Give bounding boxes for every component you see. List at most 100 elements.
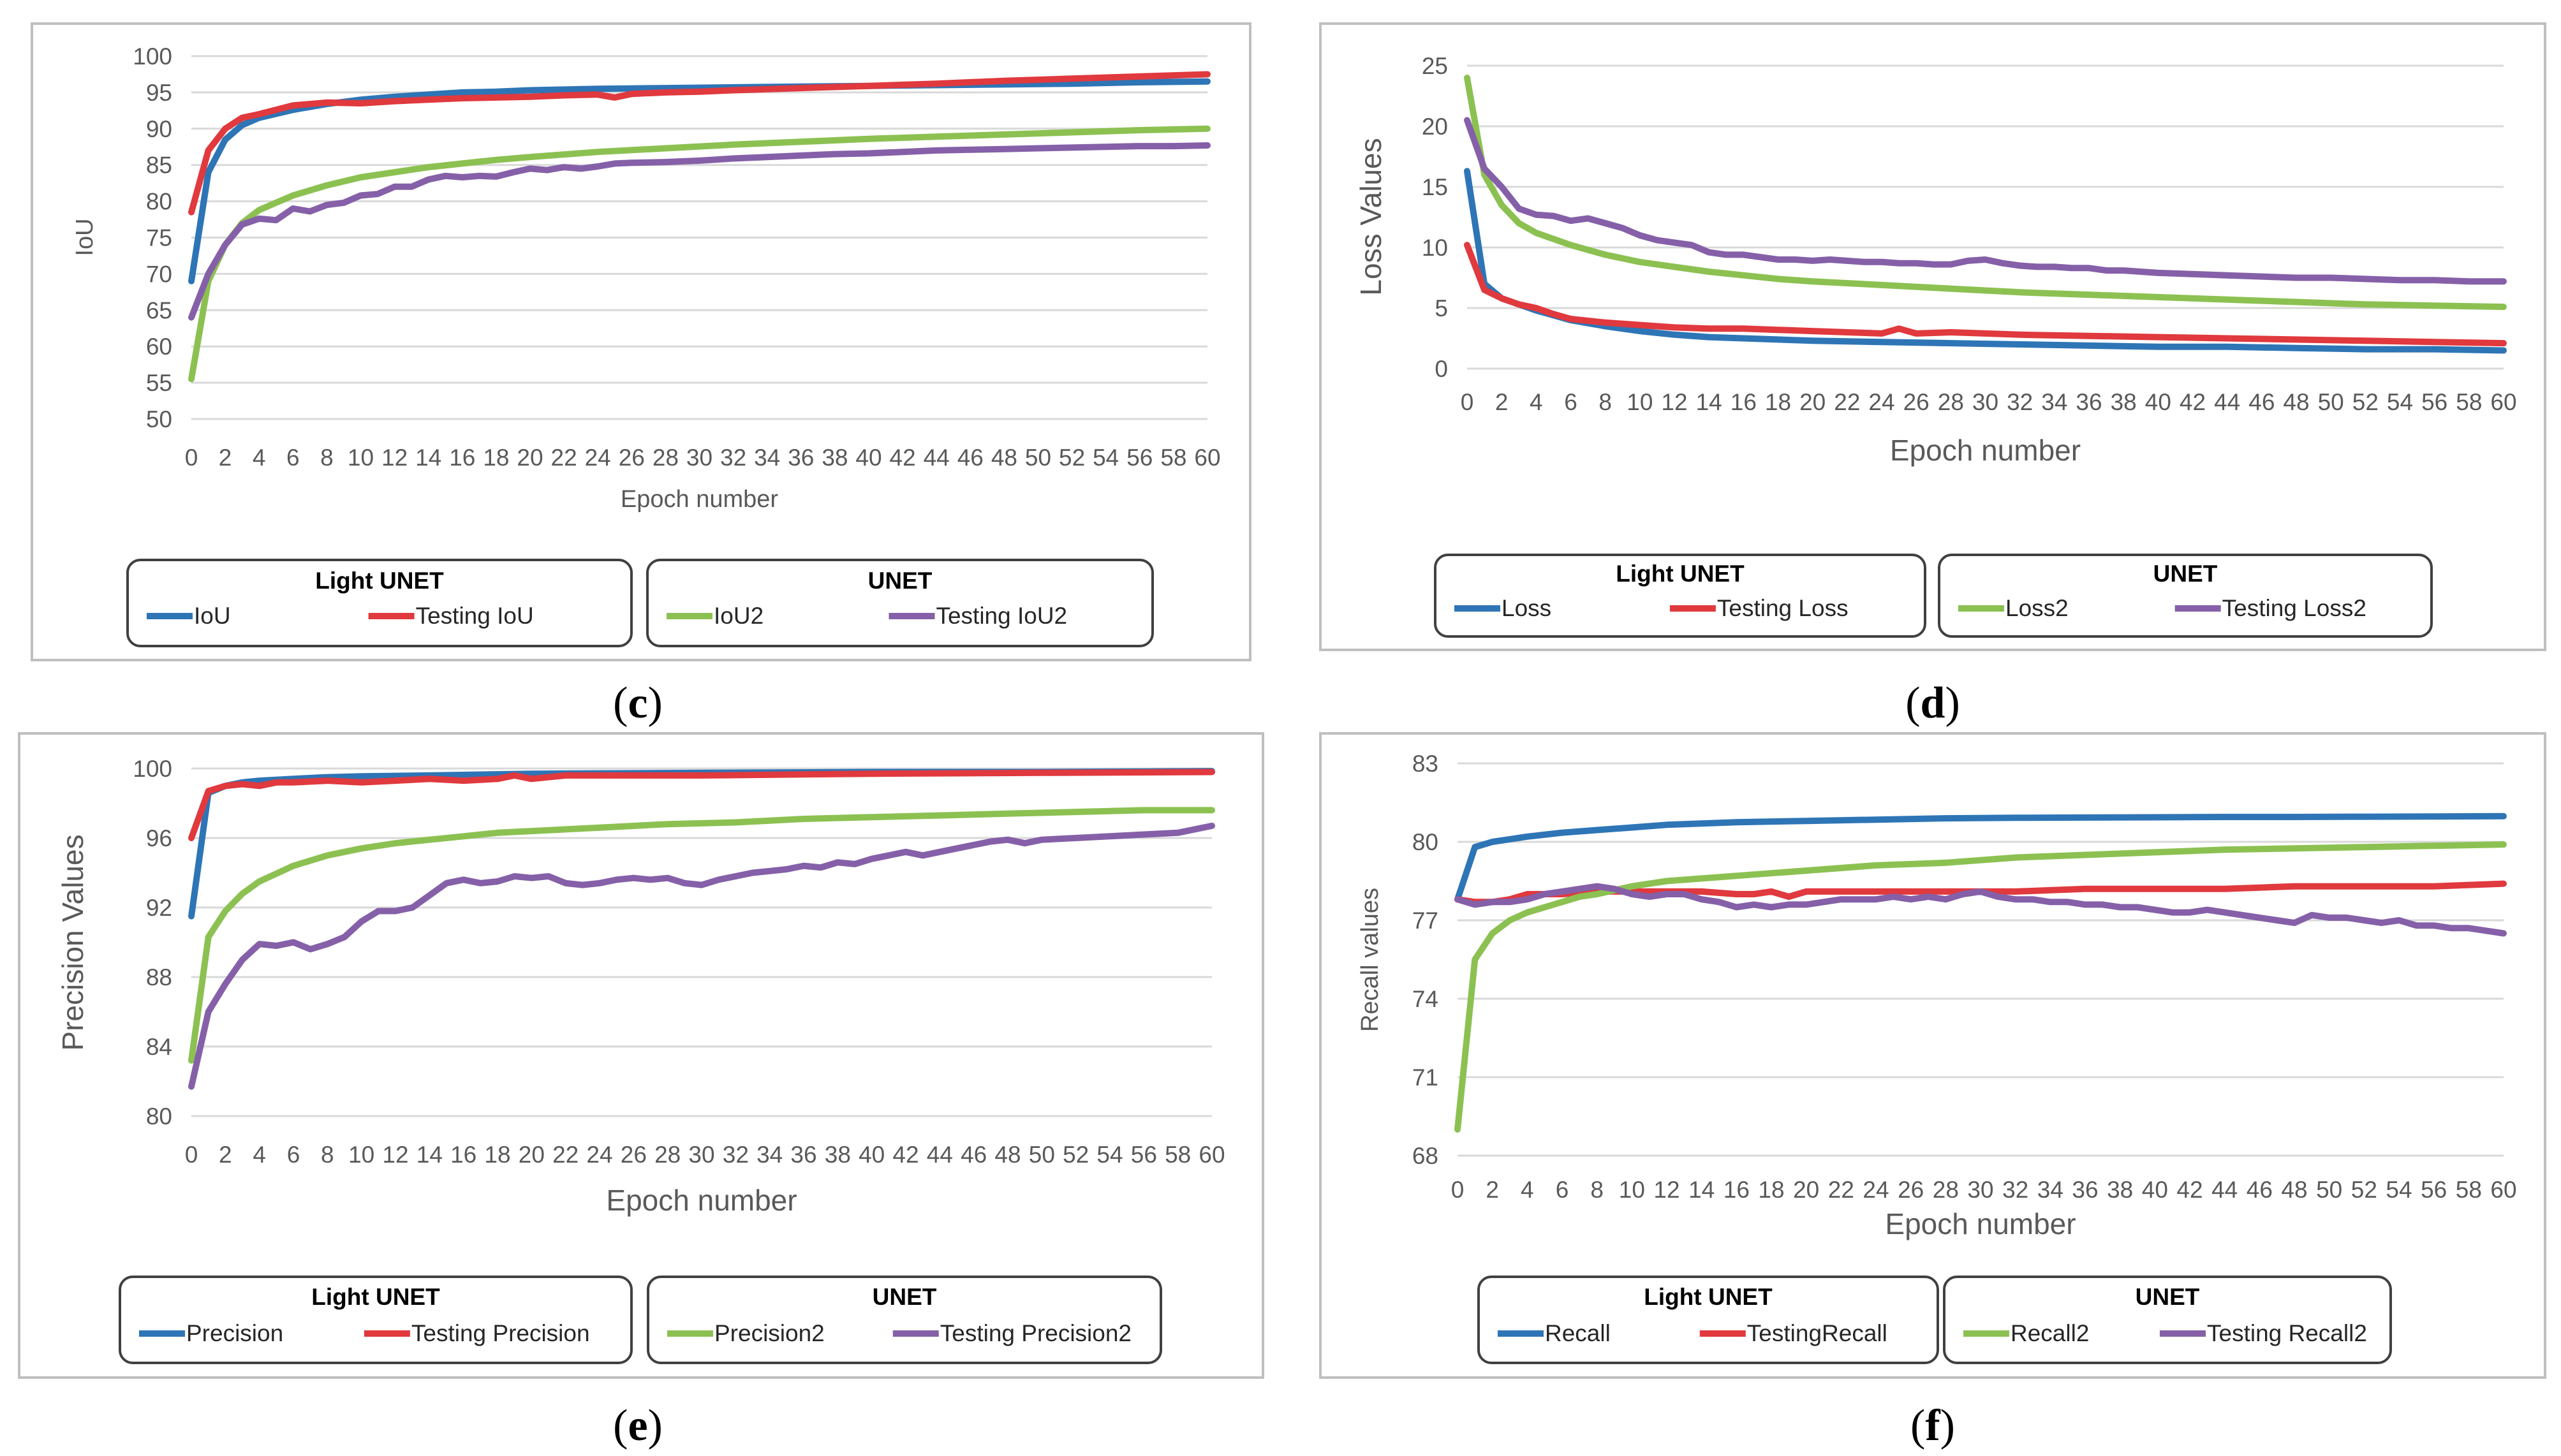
- y-tick-label: 75: [146, 225, 172, 251]
- x-tick-label: 8: [321, 1142, 334, 1168]
- x-tick-label: 4: [1530, 389, 1543, 415]
- panel-caption: (e): [613, 1401, 663, 1450]
- y-tick-label: 88: [146, 964, 172, 990]
- x-tick-label: 44: [2211, 1177, 2238, 1203]
- legend-box-light-unet: Light UNET IoU Testing IoU: [126, 559, 633, 647]
- series-line-recall: [1454, 813, 2507, 903]
- x-tick-label: 34: [2037, 1177, 2063, 1203]
- legend-box-unet: UNET IoU2 Testing IoU2: [646, 559, 1154, 647]
- x-tick-label: 54: [2387, 389, 2413, 415]
- x-tick-label: 20: [517, 445, 543, 471]
- x-tick-label: 48: [2283, 389, 2309, 415]
- x-tick-label: 30: [1967, 1177, 1993, 1203]
- x-axis-title: Epoch number: [1890, 434, 2081, 467]
- x-tick-label: 54: [2386, 1177, 2412, 1203]
- y-tick-label: 65: [146, 297, 172, 323]
- x-tick-label: 30: [1972, 389, 1998, 415]
- x-tick-label: 46: [961, 1142, 987, 1168]
- x-tick-label: 50: [1029, 1142, 1055, 1168]
- legend-frame: [1943, 1276, 2392, 1364]
- legend-label: Loss2: [2005, 595, 2069, 621]
- series-line-iou2: [188, 125, 1211, 383]
- x-tick-label: 4: [253, 1142, 266, 1168]
- legend-box-unet: UNET Recall2 Testing Recall2: [1943, 1276, 2392, 1364]
- x-tick-label: 58: [2456, 1177, 2482, 1203]
- legend-label: Recall2: [2011, 1320, 2089, 1346]
- legend-box-light-unet: Light UNET Loss Testing Loss: [1434, 554, 1926, 638]
- y-tick-label: 71: [1412, 1064, 1438, 1091]
- x-tick-label: 6: [1556, 1177, 1569, 1203]
- legend-box-light-unet: Light UNET Precision Testing Precision: [119, 1276, 633, 1364]
- legend-frame: [647, 1276, 1162, 1364]
- legend-box-light-unet: Light UNET Recall TestingRecall: [1477, 1276, 1939, 1364]
- y-tick-label: 68: [1412, 1143, 1438, 1169]
- x-tick-label: 18: [1758, 1177, 1784, 1203]
- legend-label: Precision: [186, 1320, 283, 1346]
- x-tick-label: 48: [2281, 1177, 2307, 1203]
- legend-label: Testing IoU2: [936, 603, 1067, 629]
- x-tick-label: 34: [2041, 389, 2067, 415]
- y-tick-label: 80: [1412, 829, 1438, 855]
- x-tick-label: 36: [2076, 389, 2102, 415]
- x-tick-label: 58: [1165, 1142, 1191, 1168]
- x-tick-label: 60: [1199, 1142, 1225, 1168]
- x-tick-label: 2: [219, 1142, 232, 1168]
- x-tick-label: 48: [991, 445, 1017, 471]
- x-tick-label: 16: [450, 1142, 476, 1168]
- x-tick-label: 26: [619, 445, 645, 471]
- x-tick-label: 60: [2490, 1177, 2516, 1203]
- y-tick-label: 5: [1435, 295, 1448, 321]
- x-tick-label: 6: [1564, 389, 1577, 415]
- x-tick-label: 0: [185, 445, 198, 471]
- x-axis-title: Epoch number: [621, 486, 778, 513]
- x-tick-label: 4: [253, 445, 266, 471]
- series-line-testing-precision: [188, 768, 1215, 841]
- x-tick-label: 38: [2107, 1177, 2133, 1203]
- y-axis-title: Precision Values: [56, 834, 89, 1050]
- series-line-testing-loss2: [1464, 117, 2507, 285]
- y-tick-label: 70: [146, 261, 172, 287]
- panel-caption: (f): [1910, 1401, 1955, 1450]
- x-tick-label: 38: [825, 1142, 851, 1168]
- x-tick-label: 56: [2421, 389, 2447, 415]
- y-tick-label: 15: [1422, 174, 1448, 200]
- x-axis-title: Epoch number: [1885, 1207, 2076, 1240]
- y-tick-label: 100: [133, 756, 172, 782]
- x-tick-label: 22: [1834, 389, 1860, 415]
- legend-frame: [1434, 554, 1926, 638]
- x-tick-label: 40: [2142, 1177, 2168, 1203]
- y-tick-label: 85: [146, 152, 172, 179]
- y-tick-label: 84: [146, 1034, 172, 1060]
- y-axis-title: Recall values: [1357, 888, 1384, 1032]
- x-tick-label: 20: [519, 1142, 545, 1168]
- x-tick-label: 42: [892, 1142, 919, 1168]
- x-tick-label: 8: [320, 445, 334, 471]
- legend-box-unet: UNET Precision2 Testing Precision2: [647, 1276, 1162, 1364]
- y-tick-label: 83: [1412, 751, 1438, 777]
- x-tick-label: 32: [723, 1142, 749, 1168]
- x-tick-label: 18: [1765, 389, 1791, 415]
- x-tick-label: 54: [1096, 1142, 1123, 1168]
- series-line-testing-iou: [188, 71, 1211, 216]
- y-tick-label: 80: [146, 1103, 172, 1129]
- legend-title: UNET: [2153, 561, 2218, 587]
- legend-label: Testing Loss2: [2222, 595, 2366, 621]
- legend-label: Precision2: [714, 1320, 825, 1346]
- series-line-loss2: [1464, 75, 2507, 311]
- x-tick-label: 52: [2352, 389, 2379, 415]
- chart-frame: [1319, 22, 2546, 651]
- x-tick-label: 56: [1126, 445, 1153, 471]
- panel-caption: (c): [613, 679, 663, 728]
- x-tick-label: 4: [1521, 1177, 1534, 1203]
- x-tick-label: 34: [756, 1142, 783, 1168]
- x-tick-label: 16: [1723, 1177, 1750, 1203]
- legend-title: Light UNET: [1644, 1284, 1773, 1310]
- series-line-testing-recall2: [1454, 883, 2507, 937]
- x-tick-label: 46: [2248, 389, 2275, 415]
- x-tick-label: 36: [2072, 1177, 2098, 1203]
- x-tick-label: 44: [927, 1142, 953, 1168]
- x-tick-label: 0: [1451, 1177, 1465, 1203]
- x-tick-label: 58: [2456, 389, 2482, 415]
- x-tick-label: 32: [720, 445, 746, 471]
